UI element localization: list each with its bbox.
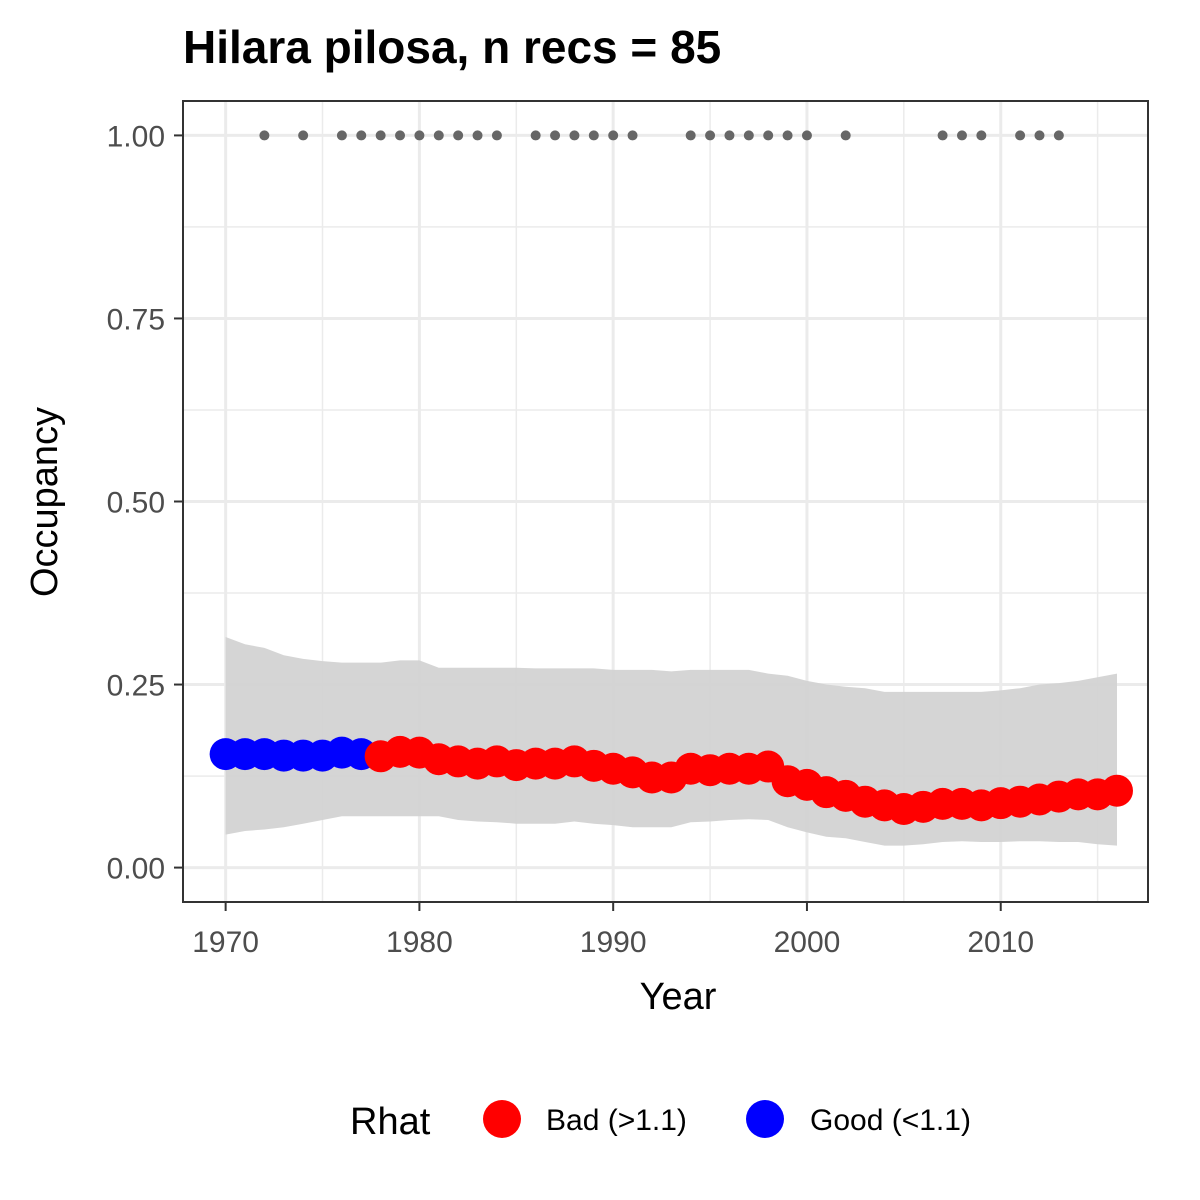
record-point [472, 130, 483, 141]
record-point [743, 130, 754, 141]
legend-swatch-good [746, 1100, 784, 1138]
y-tick-label: 0.75 [107, 303, 165, 336]
record-point [937, 130, 948, 141]
legend-title: Rhat [350, 1101, 431, 1143]
record-point [569, 130, 580, 141]
y-tick-label: 0.25 [107, 670, 165, 703]
record-point [840, 130, 851, 141]
record-point [336, 130, 347, 141]
record-point [724, 130, 735, 141]
record-point [356, 130, 367, 141]
record-point [395, 130, 406, 141]
x-tick-label: 2000 [774, 926, 841, 959]
record-point [685, 130, 696, 141]
x-tick-label: 2010 [967, 926, 1034, 959]
legend-label-good: Good (<1.1) [810, 1104, 971, 1137]
y-tick-label: 1.00 [107, 120, 165, 153]
legend-label-bad: Bad (>1.1) [546, 1104, 687, 1137]
y-tick-label: 0.00 [107, 853, 165, 886]
record-point [259, 130, 270, 141]
record-point [782, 130, 793, 141]
record-point [530, 130, 541, 141]
record-point [705, 130, 716, 141]
record-point [608, 130, 619, 141]
legend: Rhat Bad (>1.1) Good (<1.1) [350, 1100, 971, 1143]
legend-swatch-bad [483, 1100, 521, 1138]
record-point [298, 130, 309, 141]
y-tick-label: 0.50 [107, 487, 165, 520]
record-point [550, 130, 561, 141]
x-axis: 1970 1980 1990 2000 2010 [192, 902, 1034, 959]
record-point [453, 130, 464, 141]
record-point [1034, 130, 1045, 141]
chart-title: Hilara pilosa, n recs = 85 [183, 21, 721, 73]
x-axis-title: Year [640, 976, 717, 1018]
occupancy-points [209, 735, 1133, 826]
record-point [588, 130, 599, 141]
record-point [1053, 130, 1064, 141]
record-point [976, 130, 987, 141]
record-point [1015, 130, 1026, 141]
x-tick-label: 1980 [386, 926, 453, 959]
y-axis-title: Occupancy [24, 407, 66, 597]
record-point [956, 130, 967, 141]
record-points [259, 130, 1064, 141]
record-point [763, 130, 774, 141]
x-tick-label: 1990 [580, 926, 647, 959]
record-point [801, 130, 812, 141]
record-point [375, 130, 386, 141]
record-point [491, 130, 502, 141]
x-tick-label: 1970 [192, 926, 259, 959]
record-point [627, 130, 638, 141]
y-axis: 0.00 0.25 0.50 0.75 1.00 [107, 120, 183, 886]
record-point [433, 130, 444, 141]
occupancy-point [1100, 774, 1133, 807]
record-point [414, 130, 425, 141]
